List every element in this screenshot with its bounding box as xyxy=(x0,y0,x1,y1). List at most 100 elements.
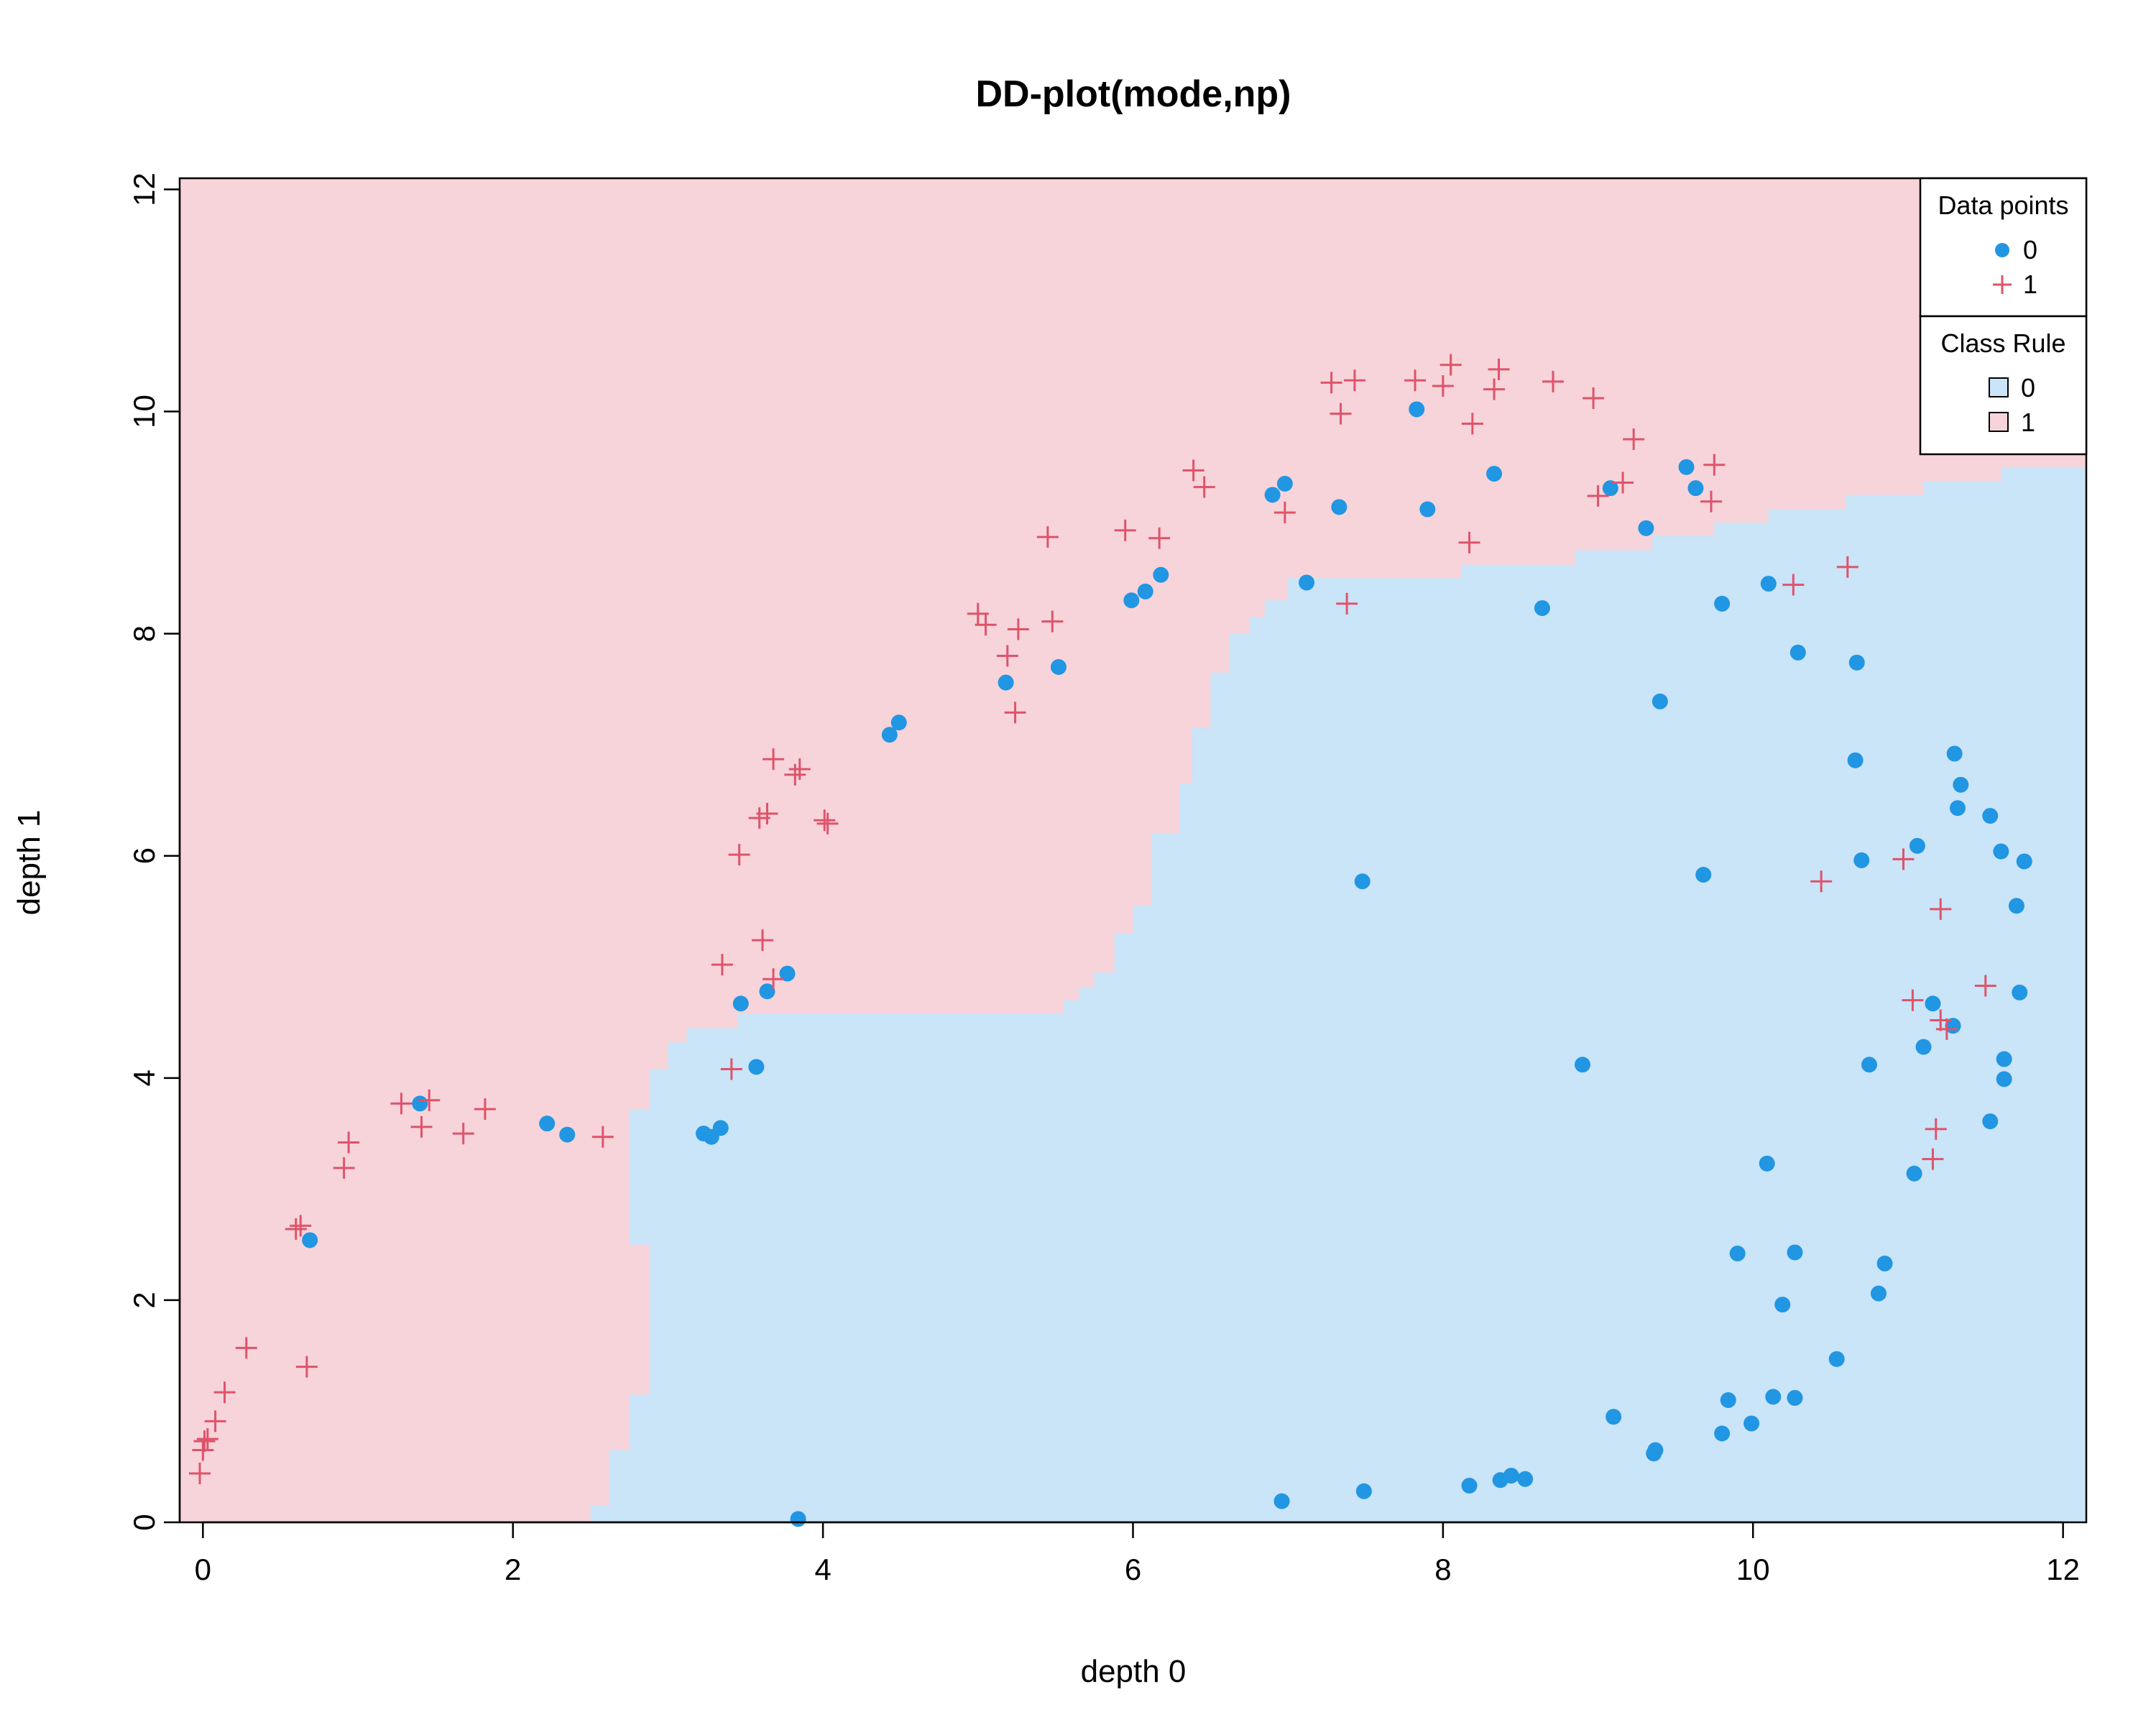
data-point-class-0 xyxy=(1789,644,1806,661)
data-point-class-1 xyxy=(390,1092,413,1115)
data-point-class-1 xyxy=(1700,490,1723,512)
data-point-class-0 xyxy=(748,1059,765,1075)
x-tick-label: 12 xyxy=(2046,1552,2080,1586)
data-point-class-1 xyxy=(193,1430,216,1453)
data-point-class-1 xyxy=(1935,1018,1958,1040)
data-point-class-1 xyxy=(591,1126,614,1148)
data-point-class-0 xyxy=(2012,984,2028,1000)
data-point-class-0 xyxy=(1695,867,1712,883)
data-point-class-0 xyxy=(1949,800,1966,816)
y-tick-label: 0 xyxy=(127,1514,161,1530)
data-point-class-0 xyxy=(1137,583,1153,599)
data-point-class-1 xyxy=(1892,848,1915,870)
data-point-class-0 xyxy=(1996,1071,2012,1087)
data-point-class-0 xyxy=(1982,808,1999,824)
x-tick-label: 10 xyxy=(1736,1552,1770,1586)
data-point-class-1 xyxy=(1587,485,1609,507)
data-point-class-0 xyxy=(1651,693,1668,709)
class-0-region xyxy=(590,466,2086,1522)
data-point-class-1 xyxy=(1041,610,1064,632)
data-point-class-0 xyxy=(759,983,775,1000)
data-point-class-1 xyxy=(410,1116,433,1138)
legend-rule-1-label: 1 xyxy=(2021,408,2035,437)
data-point-class-1 xyxy=(1703,454,1726,476)
data-point-class-0 xyxy=(559,1126,576,1143)
data-point-class-1 xyxy=(1404,369,1427,392)
data-point-class-1 xyxy=(1461,413,1483,435)
data-point-class-1 xyxy=(816,812,839,834)
data-point-class-1 xyxy=(1488,358,1510,380)
data-point-class-0 xyxy=(1331,499,1348,515)
data-point-class-1 xyxy=(290,1215,312,1237)
data-point-class-1 xyxy=(720,1058,742,1080)
y-axis: 0 2 4 6 8 10 12 xyxy=(127,172,181,1531)
y-tick-label: 2 xyxy=(127,1292,161,1308)
x-axis-label: depth 0 xyxy=(1081,1654,1187,1689)
data-point-class-0 xyxy=(1602,480,1618,497)
data-point-class-0 xyxy=(1534,600,1550,617)
y-tick-label: 10 xyxy=(127,395,161,428)
data-point-class-1 xyxy=(204,1410,226,1432)
y-tick-label: 6 xyxy=(127,847,161,864)
legend-class-0-label: 0 xyxy=(2023,235,2037,264)
data-point-class-1 xyxy=(814,809,836,832)
data-point-class-1 xyxy=(1810,870,1833,893)
data-point-class-0 xyxy=(890,714,907,731)
data-point-class-0 xyxy=(1787,1389,1803,1406)
data-point-class-1 xyxy=(996,645,1018,667)
data-point-class-1 xyxy=(1583,387,1605,409)
data-point-class-1 xyxy=(196,1428,218,1450)
data-point-class-0 xyxy=(1461,1478,1478,1494)
data-point-class-0 xyxy=(1993,843,2009,860)
data-point-class-0 xyxy=(1774,1297,1791,1313)
data-point-class-0 xyxy=(2008,898,2024,914)
data-point-class-0 xyxy=(1760,576,1777,592)
data-point-class-1 xyxy=(975,614,997,636)
data-point-class-0 xyxy=(1925,995,1941,1012)
data-point-class-0 xyxy=(1996,1051,2012,1067)
data-point-class-0 xyxy=(1419,501,1436,518)
data-point-class-0 xyxy=(712,1120,729,1136)
data-point-class-0 xyxy=(779,965,796,982)
x-tick-label: 6 xyxy=(1125,1552,1141,1586)
data-point-class-0 xyxy=(1765,1389,1782,1405)
data-point-class-0 xyxy=(1647,1442,1664,1458)
data-point-class-1 xyxy=(1336,592,1358,615)
data-point-class-1 xyxy=(213,1381,236,1404)
legend-class-rule: Class Rule 0 1 xyxy=(1919,315,2088,456)
data-point-class-1 xyxy=(333,1157,355,1179)
legend-class-rule-title: Class Rule xyxy=(1940,328,2065,358)
data-point-class-0 xyxy=(1486,466,1503,482)
data-point-class-1 xyxy=(189,1463,211,1484)
data-point-class-1 xyxy=(418,1089,441,1111)
data-point-class-1 xyxy=(1930,898,1952,920)
data-point-class-1 xyxy=(1439,354,1462,376)
data-point-class-0 xyxy=(2016,853,2032,870)
data-point-class-1 xyxy=(1623,428,1645,451)
data-point-class-1 xyxy=(1432,375,1454,397)
data-point-class-1 xyxy=(1193,476,1215,498)
data-point-class-0 xyxy=(1909,837,1925,854)
data-point-class-0 xyxy=(1714,595,1731,612)
x-axis: 0 2 4 6 8 10 12 xyxy=(195,1521,2080,1586)
data-point-class-1 xyxy=(1343,369,1365,392)
data-point-class-0 xyxy=(1828,1351,1845,1367)
data-point-class-1 xyxy=(763,968,785,990)
data-point-class-0 xyxy=(1743,1415,1760,1432)
data-point-class-1 xyxy=(1273,502,1296,524)
data-point-class-1 xyxy=(711,954,733,976)
x-tick-label: 0 xyxy=(195,1552,211,1586)
data-point-class-0 xyxy=(1876,1255,1893,1271)
data-point-class-1 xyxy=(967,602,989,625)
data-point-class-1 xyxy=(1458,531,1480,553)
y-tick-label: 12 xyxy=(127,172,161,206)
data-point-class-0 xyxy=(1409,401,1425,418)
data-point-class-1 xyxy=(1004,702,1026,724)
data-point-class-1 xyxy=(1036,526,1059,548)
legend-rule-0-swatch xyxy=(1989,377,2009,397)
data-point-class-0 xyxy=(1861,1057,1878,1073)
data-point-class-1 xyxy=(1925,1118,1947,1140)
data-point-class-1 xyxy=(1974,975,1996,997)
data-point-class-0 xyxy=(1678,459,1695,475)
data-point-class-1 xyxy=(788,758,811,781)
